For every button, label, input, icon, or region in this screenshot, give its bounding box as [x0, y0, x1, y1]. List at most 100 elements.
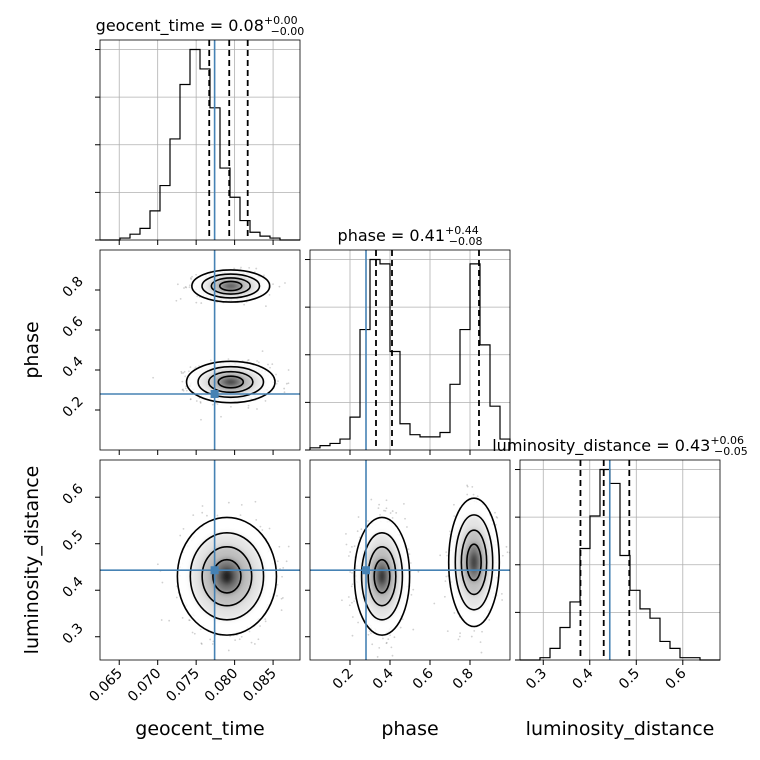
sample-point — [161, 581, 164, 584]
sample-point — [401, 618, 404, 621]
sample-point — [287, 545, 290, 548]
scatter-panel-geocent_time-vs-luminosity_distance — [99, 459, 306, 661]
sample-point — [402, 502, 405, 505]
contour-line — [360, 531, 404, 621]
sample-point — [389, 634, 391, 637]
ylabel-luminosity-distance: luminosity_distance — [21, 466, 43, 655]
sample-point — [466, 484, 469, 487]
sample-point — [287, 382, 290, 385]
sample-point — [247, 406, 250, 409]
sample-point — [391, 517, 394, 519]
contour-line — [447, 497, 501, 628]
sample-point — [407, 548, 410, 551]
sample-point — [200, 643, 203, 645]
sample-point — [248, 630, 251, 633]
sample-point — [466, 493, 469, 496]
xlabel-geocent-time: geocent_time — [135, 718, 264, 740]
sample-point — [446, 630, 449, 633]
sample-point — [341, 599, 343, 602]
density-level — [470, 552, 478, 573]
sample-point — [156, 563, 159, 566]
xtick-label: 0.070 — [125, 666, 165, 706]
sample-point — [200, 642, 203, 645]
sample-point — [267, 363, 269, 366]
sample-point — [194, 366, 197, 369]
sample-point — [184, 387, 187, 390]
contour-line — [210, 277, 252, 295]
sample-point — [480, 651, 483, 654]
xtick-label: 0.4 — [370, 665, 397, 692]
sample-point — [277, 380, 279, 383]
sample-point — [200, 302, 203, 304]
sample-point — [233, 267, 235, 270]
sample-point — [357, 516, 360, 518]
contour-line — [176, 516, 278, 636]
sample-point — [248, 267, 251, 269]
sample-point — [383, 509, 385, 512]
hist-panel-phase — [305, 249, 511, 451]
sample-point — [254, 500, 257, 503]
sample-point — [276, 583, 279, 586]
contour-line — [353, 516, 411, 636]
sample-point — [280, 609, 283, 612]
sample-point — [276, 594, 278, 597]
sample-point — [191, 275, 193, 278]
xtick-label: 0.080 — [202, 666, 242, 706]
sample-point — [501, 554, 504, 557]
ytick-label: 0.8 — [60, 274, 87, 301]
sample-point — [182, 371, 185, 374]
sample-point — [272, 283, 274, 286]
sample-point — [192, 514, 195, 517]
panel-bg — [310, 250, 510, 450]
sample-point — [280, 597, 283, 600]
sample-point — [496, 516, 499, 519]
sample-point — [284, 282, 286, 284]
sample-point — [184, 286, 187, 288]
sample-point — [278, 285, 281, 288]
sample-point — [255, 518, 258, 521]
xtick-label: 0.075 — [163, 666, 203, 706]
sample-point — [351, 601, 353, 604]
sample-point — [240, 503, 243, 506]
ytick-label: 0.6 — [60, 481, 87, 508]
sample-point — [367, 633, 370, 636]
xlabel-luminosity-distance: luminosity_distance — [526, 718, 715, 740]
sample-point — [406, 526, 408, 528]
sample-point — [351, 545, 353, 548]
panel-frame — [99, 459, 301, 661]
sample-point — [345, 532, 347, 535]
title-geocent-time: geocent_time = 0.08+0.00 −0.00 — [96, 14, 305, 38]
xtick-label: 0.8 — [450, 666, 477, 693]
sample-point — [393, 636, 396, 639]
sample-point — [506, 551, 509, 554]
sample-point — [199, 628, 202, 631]
sample-point — [285, 560, 288, 563]
sample-point — [360, 528, 363, 531]
ytick-label: 0.4 — [60, 574, 87, 601]
ylabel-phase: phase — [21, 321, 43, 378]
sample-point — [345, 543, 348, 546]
sample-point — [261, 529, 264, 531]
density-level — [224, 283, 237, 289]
sample-point — [353, 545, 356, 548]
xtick-label: 0.6 — [410, 665, 437, 692]
sample-point — [393, 665, 395, 667]
ytick-label: 0.3 — [60, 620, 87, 647]
sample-point — [348, 604, 351, 607]
sample-point — [175, 299, 178, 302]
sample-point — [351, 616, 354, 618]
sample-point — [445, 575, 448, 578]
sample-point — [404, 517, 406, 520]
sample-point — [472, 493, 475, 496]
histogram-luminosity_distance — [520, 468, 720, 661]
sample-point — [184, 375, 187, 378]
sample-point — [399, 626, 402, 629]
sample-point — [439, 554, 442, 557]
sample-point — [377, 507, 380, 510]
sample-point — [304, 520, 306, 522]
sample-point — [349, 571, 352, 573]
sample-point — [358, 536, 361, 539]
truth-marker — [210, 566, 219, 575]
sample-point — [195, 301, 198, 304]
